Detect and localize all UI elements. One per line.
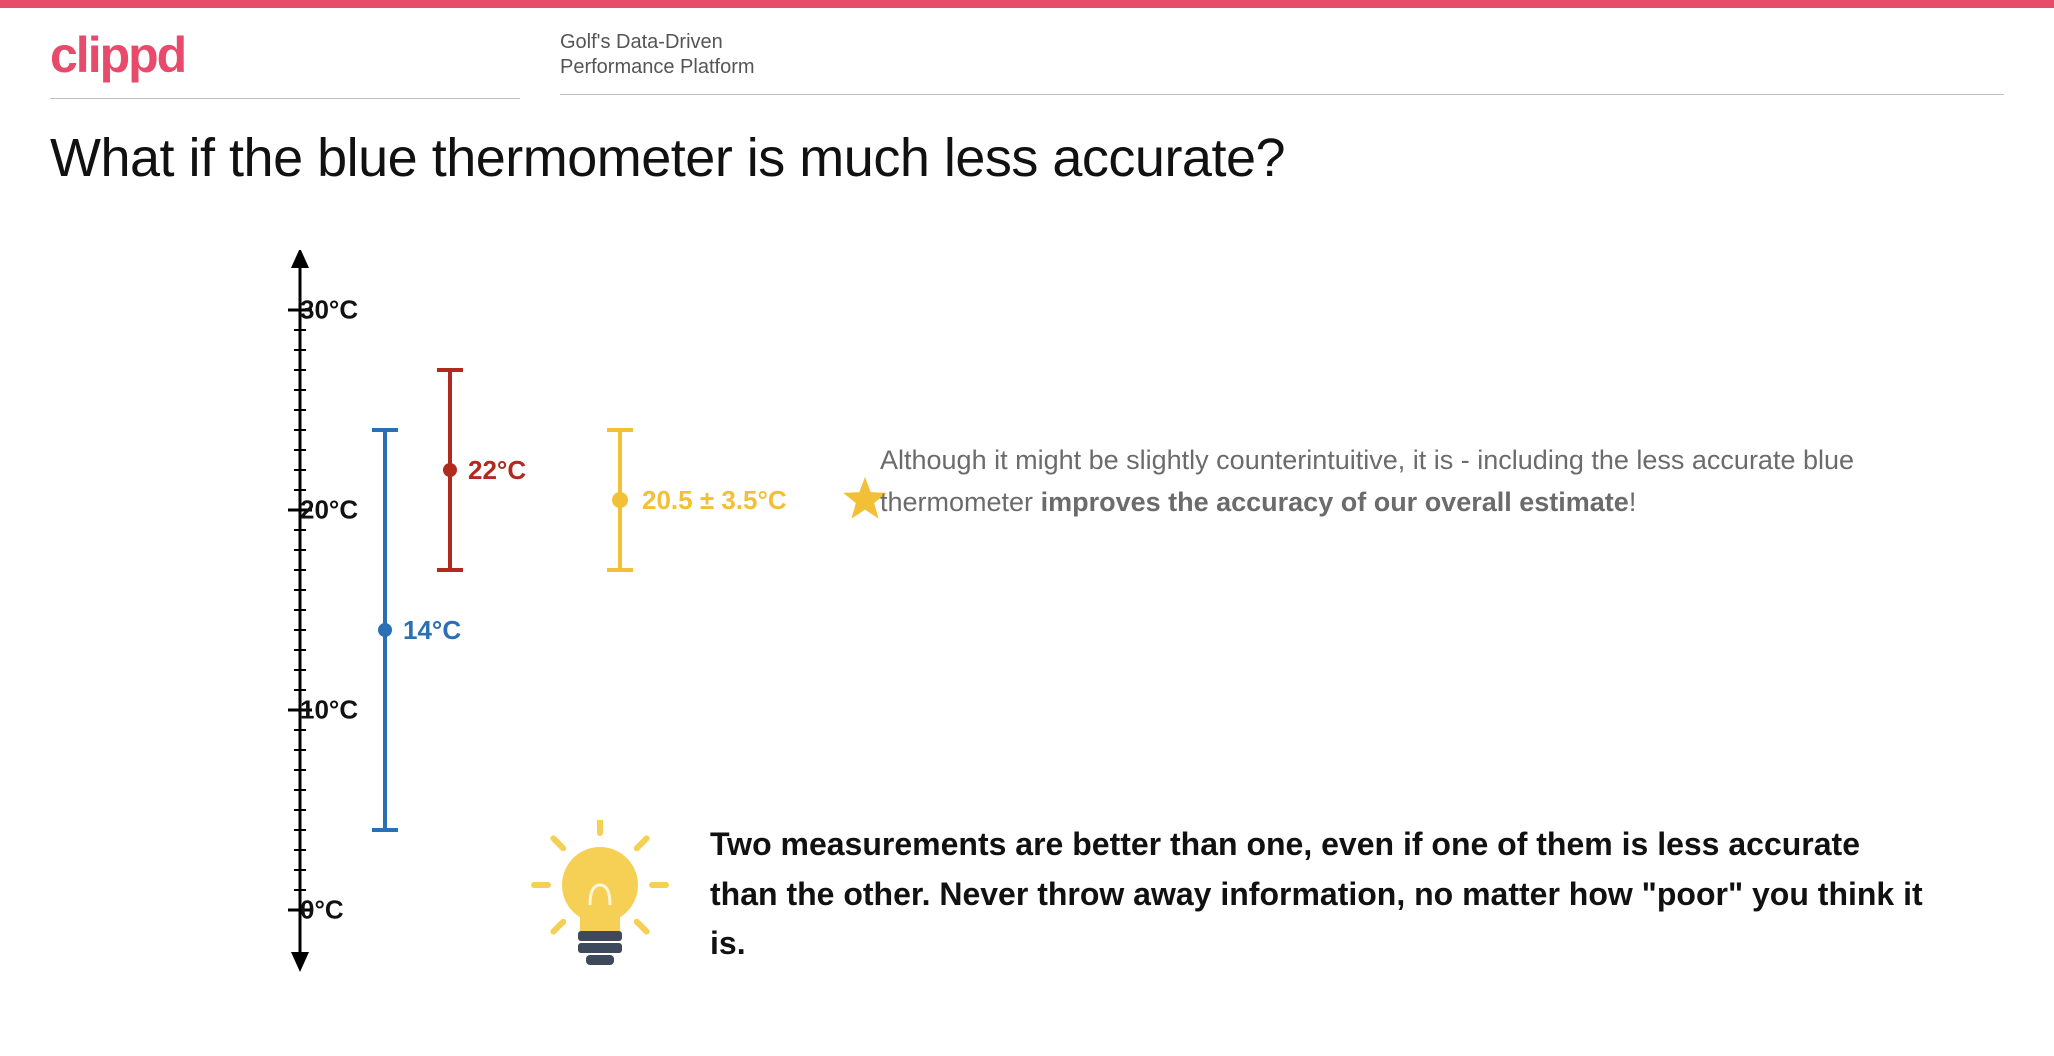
explain-bold: improves the accuracy of our overall est… (1041, 487, 1629, 517)
series-label-yellow: 20.5 ± 3.5°C (642, 485, 787, 516)
takeaway: Two measurements are better than one, ev… (530, 820, 1930, 980)
header: clippd Golf's Data-Driven Performance Pl… (0, 8, 2054, 99)
explain-post: ! (1629, 487, 1637, 517)
series-label-red: 22°C (468, 455, 526, 486)
lightbulb-icon (530, 820, 670, 980)
series-label-blue: 14°C (403, 615, 461, 646)
brand-logo: clippd (50, 26, 520, 84)
takeaway-text: Two measurements are better than one, ev… (710, 820, 1930, 969)
explanation-text: Although it might be slightly counterint… (880, 440, 1930, 524)
page-title: What if the blue thermometer is much les… (0, 99, 2054, 189)
subtitle-line-2: Performance Platform (560, 55, 2004, 80)
subtitle-block: Golf's Data-Driven Performance Platform (560, 26, 2004, 95)
subtitle-line-1: Golf's Data-Driven (560, 30, 2004, 55)
top-accent-bar (0, 0, 2054, 8)
brand-block: clippd (50, 26, 520, 99)
